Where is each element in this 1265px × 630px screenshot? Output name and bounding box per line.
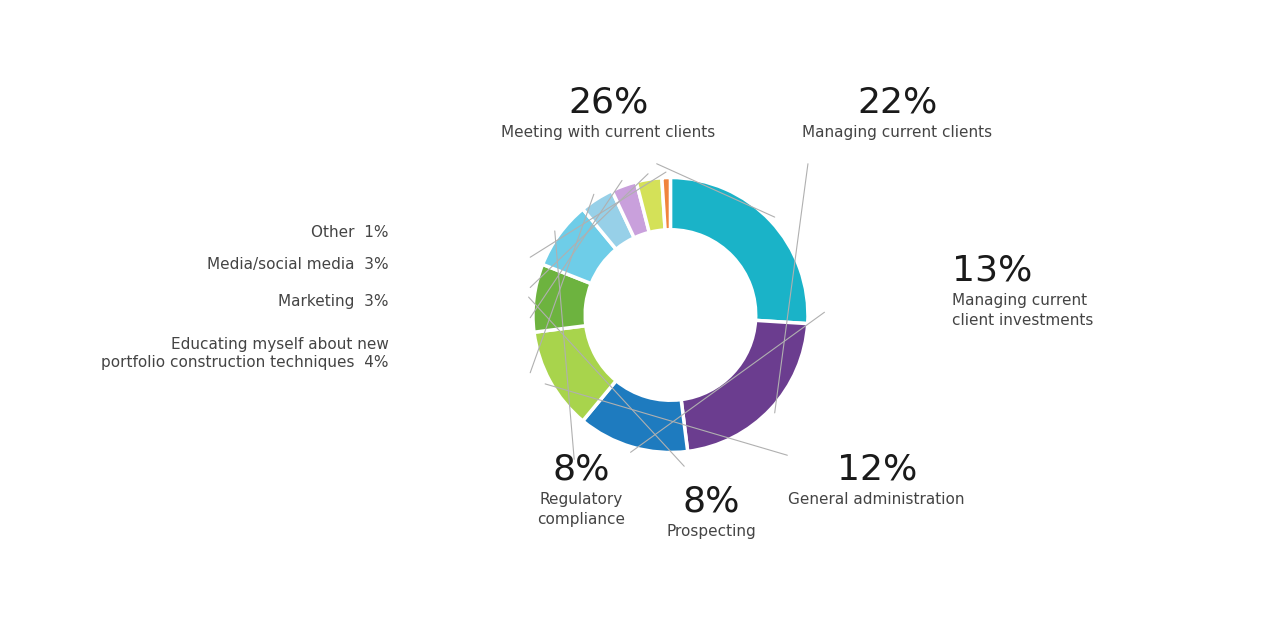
- Text: Other  1%: Other 1%: [311, 225, 388, 240]
- Wedge shape: [662, 178, 670, 230]
- Text: 8%: 8%: [683, 484, 740, 518]
- Wedge shape: [681, 320, 807, 452]
- Text: Media/social media  3%: Media/social media 3%: [207, 256, 388, 272]
- Text: 8%: 8%: [553, 453, 610, 487]
- Text: General administration: General administration: [788, 493, 965, 507]
- Wedge shape: [670, 178, 808, 324]
- Wedge shape: [534, 326, 616, 421]
- Wedge shape: [583, 381, 688, 452]
- Text: 13%: 13%: [953, 253, 1032, 287]
- Wedge shape: [612, 182, 649, 238]
- Text: 26%: 26%: [568, 86, 649, 120]
- Text: 22%: 22%: [858, 86, 937, 120]
- Wedge shape: [533, 265, 591, 332]
- Wedge shape: [583, 191, 634, 249]
- Wedge shape: [636, 178, 665, 232]
- Text: Marketing  3%: Marketing 3%: [278, 294, 388, 309]
- Text: Meeting with current clients: Meeting with current clients: [501, 125, 716, 140]
- Text: Prospecting: Prospecting: [667, 524, 756, 539]
- Text: Educating myself about new
portfolio construction techniques  4%: Educating myself about new portfolio con…: [101, 337, 388, 370]
- Text: Managing current
client investments: Managing current client investments: [953, 293, 1094, 328]
- Text: Managing current clients: Managing current clients: [802, 125, 992, 140]
- Text: Regulatory
compliance: Regulatory compliance: [538, 493, 625, 527]
- Text: 12%: 12%: [836, 453, 917, 487]
- Wedge shape: [543, 209, 616, 284]
